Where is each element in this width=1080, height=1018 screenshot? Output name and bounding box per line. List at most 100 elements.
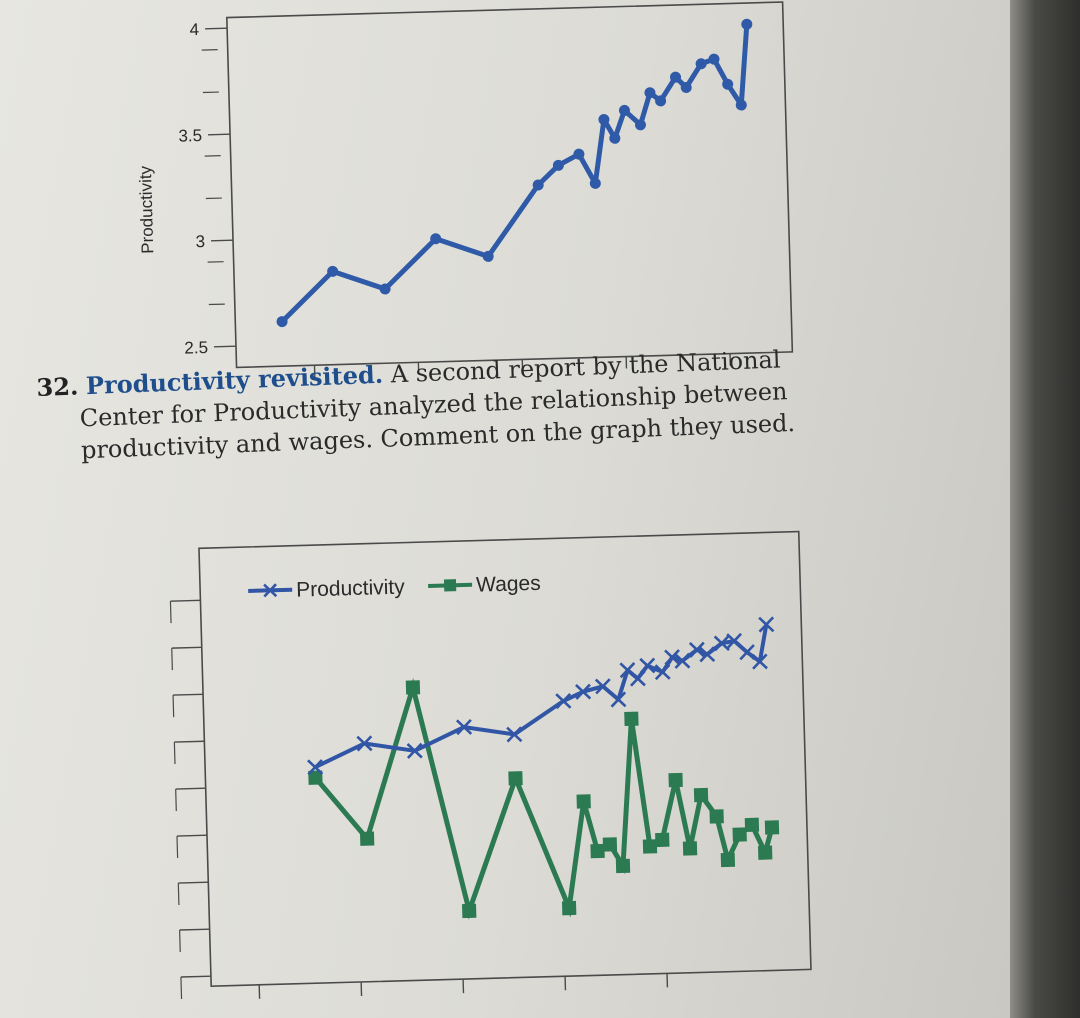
data-point <box>668 772 683 788</box>
y-tick <box>173 693 204 696</box>
data-point <box>575 683 592 700</box>
data-point <box>406 742 423 759</box>
data-point <box>609 132 621 144</box>
series-productivity <box>276 18 753 328</box>
data-point <box>722 78 734 90</box>
y-tick-stub <box>177 883 180 906</box>
y-tick-label: 4 <box>189 20 199 39</box>
data-point <box>405 680 421 695</box>
data-point <box>561 900 577 916</box>
data-point <box>720 852 736 868</box>
data-point <box>680 81 692 93</box>
y-tick <box>205 27 228 30</box>
data-point <box>327 265 339 277</box>
data-point <box>655 832 670 848</box>
y-axis: 2.5 3 3.5 4 <box>178 20 236 358</box>
y-axis <box>169 599 211 1000</box>
data-point <box>682 841 698 856</box>
y-tick-stub <box>175 789 177 812</box>
data-point <box>602 837 618 852</box>
y-tick-stub <box>169 601 172 624</box>
y-tick <box>208 133 231 136</box>
y-tick-stub <box>180 976 183 1000</box>
data-point <box>655 95 667 107</box>
data-point <box>307 759 324 776</box>
data-point <box>713 635 730 652</box>
y-tick-label: 2.5 <box>184 338 208 358</box>
y-tick <box>213 345 236 348</box>
data-point <box>508 771 523 786</box>
data-point <box>634 119 646 131</box>
data-point <box>741 18 753 30</box>
y-tick-stub <box>173 742 176 765</box>
y-tick <box>211 239 234 242</box>
data-point <box>688 641 706 658</box>
y-tick <box>179 928 210 931</box>
y-tick-label: 3 <box>195 232 205 251</box>
y-tick <box>178 881 209 884</box>
data-point <box>699 646 716 663</box>
legend-label: Productivity <box>296 576 406 602</box>
data-point <box>555 692 572 710</box>
data-point <box>615 858 631 874</box>
y-tick-stub <box>179 929 181 953</box>
series-productivity <box>307 616 775 776</box>
data-point <box>735 99 747 111</box>
y-axis-label: Productivity <box>136 165 157 254</box>
y-tick <box>174 740 205 743</box>
data-point <box>573 148 585 160</box>
data-point <box>751 653 768 670</box>
data-point <box>610 691 627 708</box>
legend-marker-square <box>443 579 457 592</box>
data-point <box>629 670 646 687</box>
y-tick <box>170 599 201 602</box>
data-point <box>594 678 612 695</box>
x-axis <box>313 353 732 378</box>
data-point <box>708 53 720 65</box>
data-point <box>654 663 671 681</box>
legend-marker-x <box>263 583 278 598</box>
series-line <box>313 678 775 920</box>
data-point <box>642 839 658 854</box>
data-point <box>359 831 375 846</box>
data-point <box>695 58 707 70</box>
data-point <box>552 159 564 171</box>
data-point <box>670 71 682 83</box>
legend: Productivity Wages <box>248 572 541 602</box>
productivity-chart: 2.5 3 3.5 4 Productivity <box>136 1 794 378</box>
y-tick <box>175 787 206 790</box>
data-point <box>764 820 780 835</box>
series-wages <box>308 678 780 920</box>
series-line <box>279 21 750 325</box>
plot-frame <box>198 530 812 987</box>
data-point <box>639 657 656 674</box>
data-point <box>624 711 639 727</box>
productivity-wages-chart: Productivity Wages <box>169 530 812 1000</box>
data-point <box>430 233 442 245</box>
data-point <box>744 817 760 833</box>
data-point <box>276 316 288 328</box>
data-point <box>455 719 473 736</box>
y-tick <box>171 646 202 649</box>
data-point <box>598 113 610 125</box>
data-point <box>576 794 591 809</box>
legend-item-wages: Wages <box>428 572 541 597</box>
data-point <box>356 735 373 752</box>
data-point <box>590 843 605 859</box>
data-point <box>379 283 391 295</box>
legend-item-productivity: Productivity <box>248 576 406 602</box>
data-point <box>739 644 756 661</box>
data-point <box>462 903 477 919</box>
data-point <box>757 845 773 860</box>
data-point <box>693 787 709 803</box>
data-point <box>758 616 775 633</box>
y-tick-stub <box>171 648 173 671</box>
y-tick <box>180 975 211 978</box>
book-spine-shadow <box>1010 0 1080 1018</box>
data-point <box>532 179 544 191</box>
data-point <box>308 770 323 785</box>
data-point <box>732 827 747 842</box>
textbook-page: 2.5 3 3.5 4 Productivity 32. Productivity r… <box>0 0 1010 1018</box>
data-point <box>589 177 601 189</box>
y-tick-stub <box>176 836 179 859</box>
